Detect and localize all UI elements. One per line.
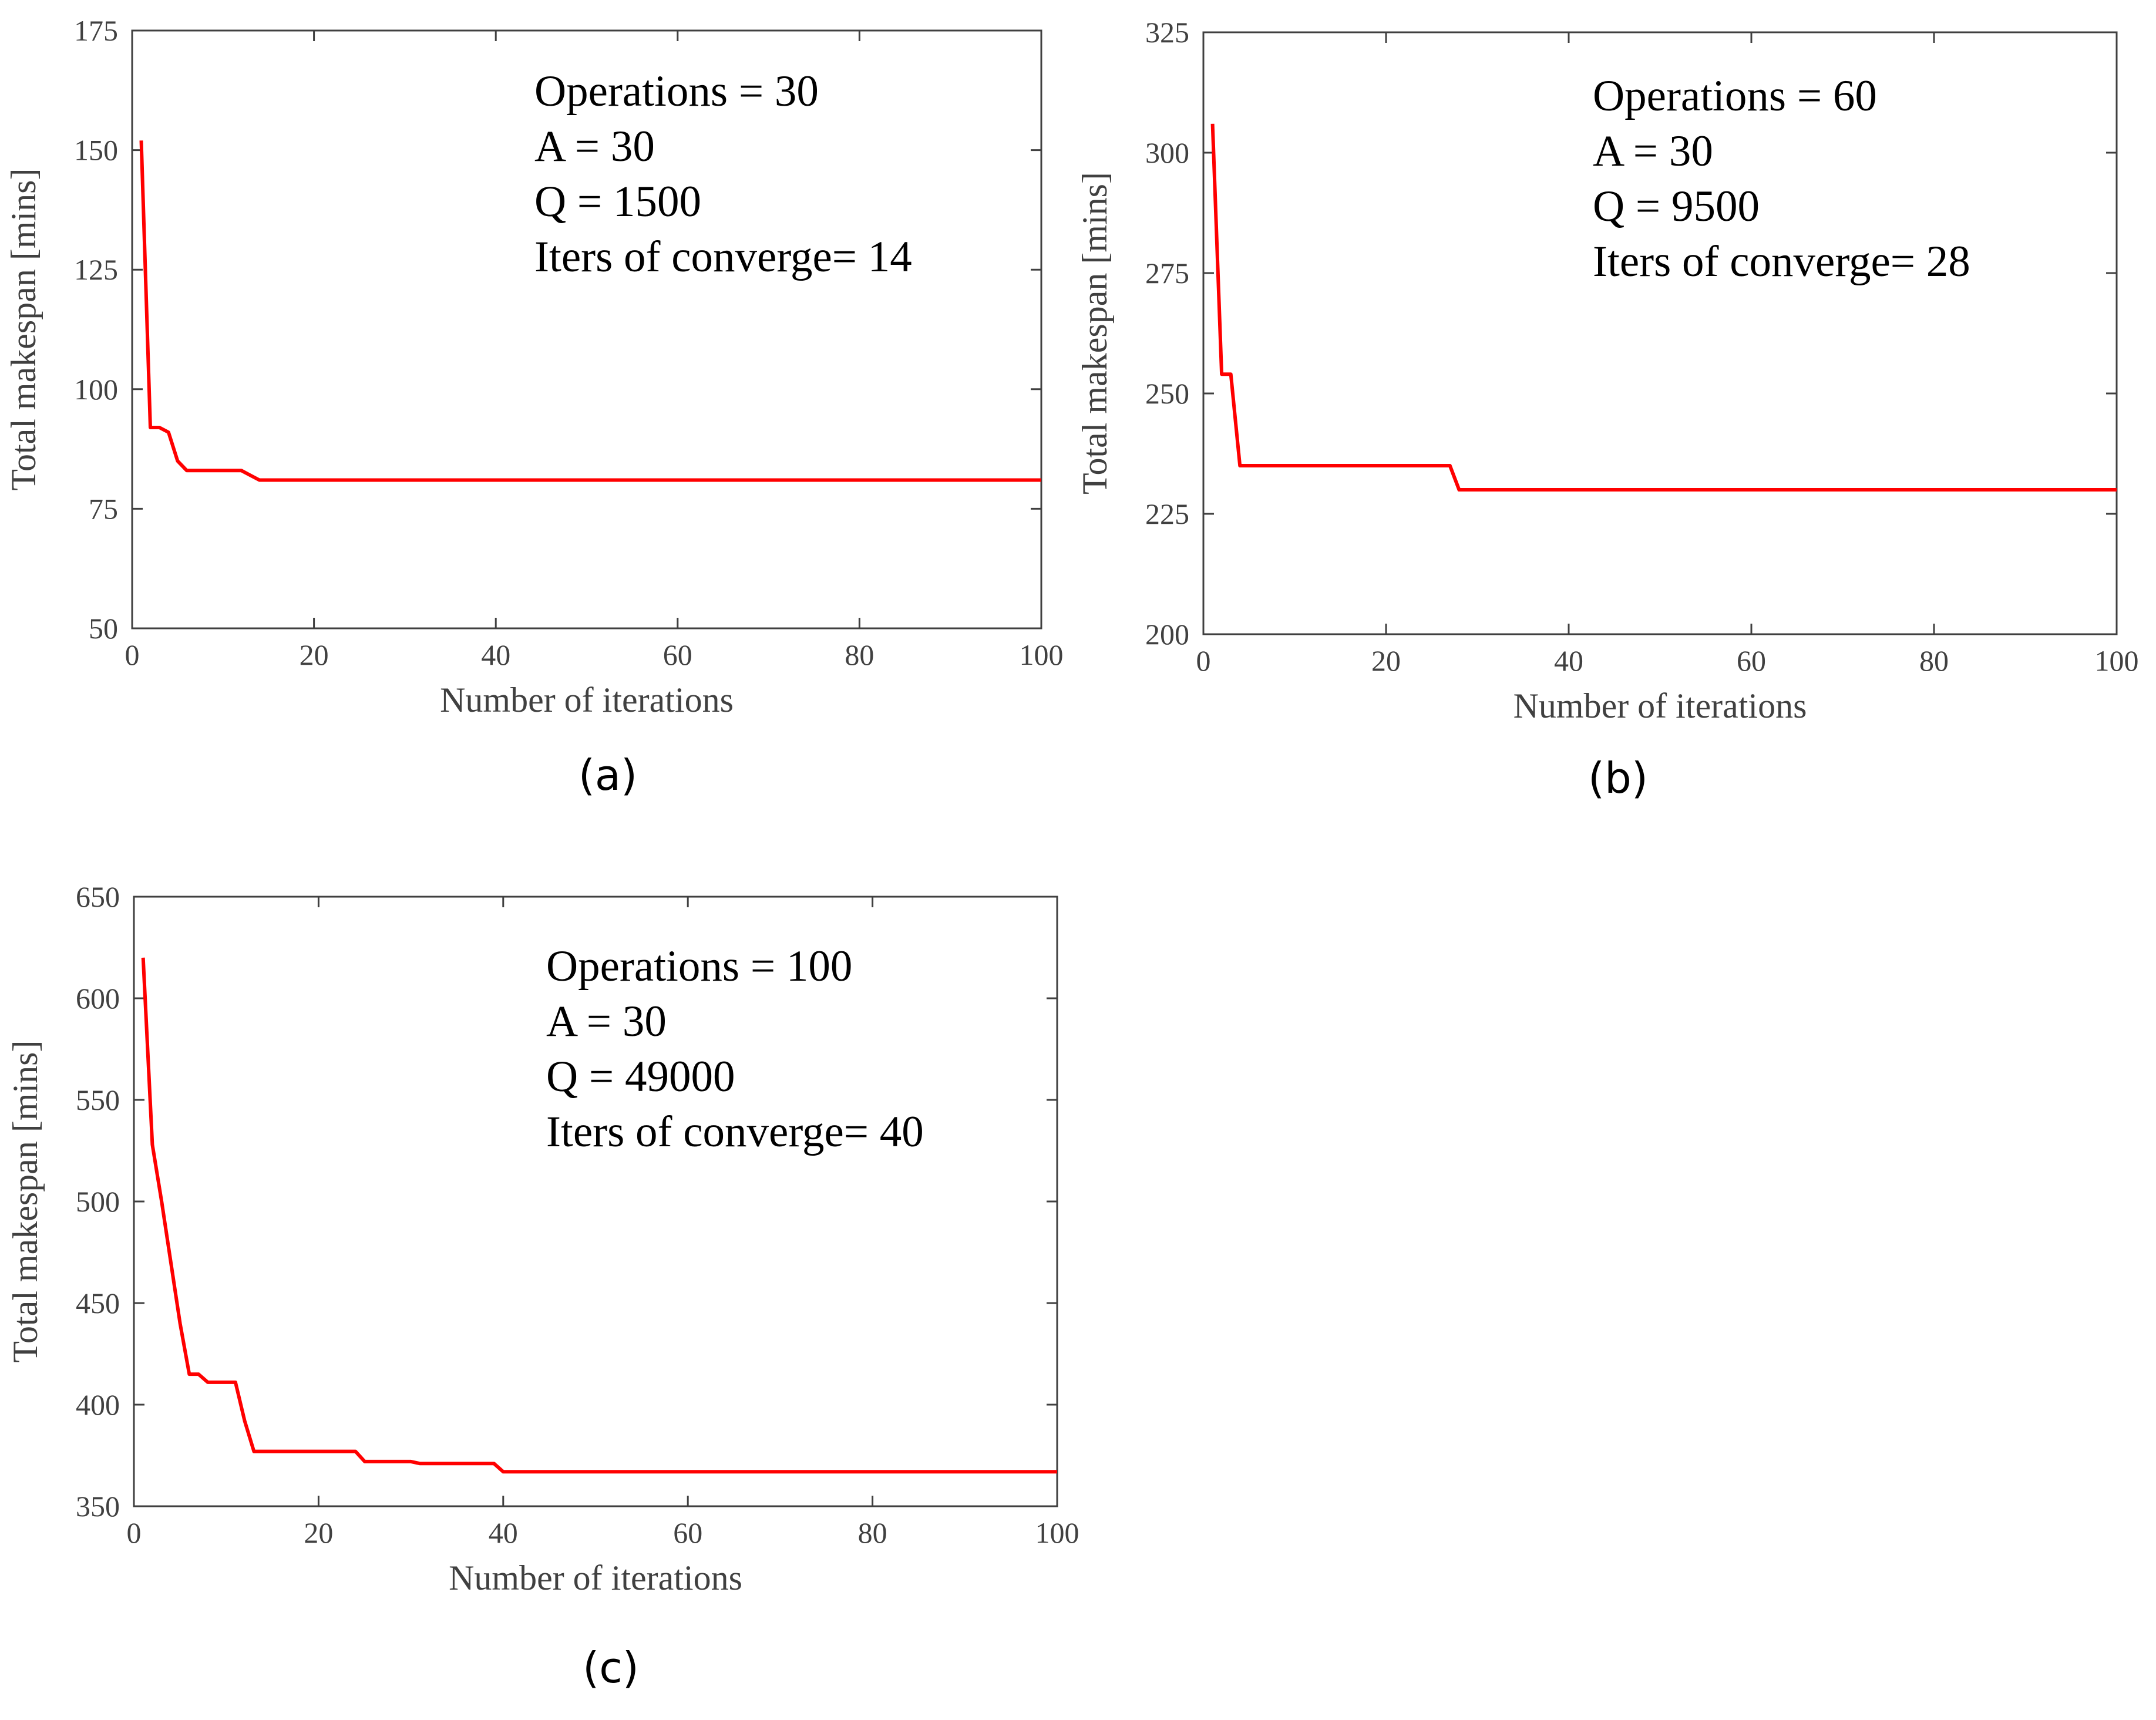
annotation-line: Operations = 60 (1593, 72, 1877, 120)
chart-panel-b: 0 20 40 60 80 100 200 225 250 275 300 325 Number of … (1075, 16, 2139, 803)
x-tick-label: 60 (663, 638, 692, 671)
x-axis-label: Number of iterations (1513, 686, 1807, 725)
annotation-line: A = 30 (546, 997, 667, 1046)
x-tick-label: 80 (845, 638, 874, 671)
y-tick-label: 150 (74, 134, 118, 167)
panel-caption: (b) (1588, 753, 1648, 803)
y-axis-label: Total makespan [mins] (1075, 172, 1114, 494)
annotation-line: A = 30 (1593, 127, 1713, 176)
y-tick-label: 600 (76, 982, 120, 1015)
y-tick-label: 400 (76, 1388, 120, 1421)
y-tick-label: 100 (74, 373, 118, 406)
annotation-line: Iters of converge= 14 (534, 233, 912, 281)
series-line-makespan (1213, 124, 2117, 490)
annotation-line: Q = 9500 (1593, 182, 1760, 231)
x-tick-label: 20 (1371, 644, 1401, 677)
x-tick-label: 20 (304, 1516, 333, 1549)
chart-panel-a: 0 20 40 60 80 100 50 75 100 125 150 175 Number of it… (4, 14, 1064, 800)
y-tick-label: 125 (74, 253, 118, 286)
x-tick-label: 80 (858, 1516, 887, 1549)
y-tick-label: 350 (76, 1490, 120, 1523)
annotation-line: Iters of converge= 28 (1593, 237, 1970, 286)
plot-frame (132, 31, 1041, 628)
x-tick-label: 60 (1737, 644, 1766, 677)
x-tick-label: 40 (1554, 644, 1583, 677)
y-tick-label: 50 (89, 612, 118, 645)
annotation-line: Q = 49000 (546, 1052, 735, 1101)
x-tick-label: 40 (489, 1516, 518, 1549)
x-tick-label: 20 (300, 638, 329, 671)
y-axis-label: Total makespan [mins] (6, 1041, 45, 1363)
x-tick-label: 100 (1020, 638, 1064, 671)
y-tick-label: 275 (1145, 257, 1189, 290)
x-tick-label: 0 (1196, 644, 1211, 677)
panel-caption: (a) (578, 750, 637, 800)
y-tick-label: 200 (1145, 618, 1189, 651)
y-tick-label: 175 (74, 14, 118, 47)
y-tick-label: 450 (76, 1287, 120, 1320)
y-tick-label: 75 (89, 492, 118, 525)
x-tick-label: 100 (2095, 644, 2139, 677)
x-tick-label: 80 (1919, 644, 1949, 677)
y-tick-label: 300 (1145, 136, 1189, 169)
chart-panel-c: 0 20 40 60 80 100 350 400 450 500 550 600 650 Number … (6, 880, 1079, 1692)
figure-canvas: 0 20 40 60 80 100 50 75 100 125 150 175 Number of it… (0, 0, 2156, 1720)
x-tick-label: 100 (1035, 1516, 1079, 1549)
y-tick-label: 250 (1145, 377, 1189, 410)
annotation-line: Operations = 30 (534, 67, 819, 116)
x-axis-label: Number of iterations (440, 681, 734, 719)
annotation-line: Iters of converge= 40 (546, 1108, 924, 1156)
x-tick-label: 0 (127, 1516, 142, 1549)
y-axis-label: Total makespan [mins] (4, 169, 43, 491)
annotation-line: Q = 1500 (534, 177, 701, 226)
annotation-line: Operations = 100 (546, 942, 852, 991)
y-tick-label: 500 (76, 1185, 120, 1218)
annotation-line: A = 30 (534, 122, 655, 171)
x-tick-label: 0 (125, 638, 140, 671)
plot-frame (1203, 32, 2117, 634)
x-tick-label: 40 (481, 638, 510, 671)
y-tick-label: 550 (76, 1083, 120, 1116)
y-tick-label: 650 (76, 880, 120, 913)
panel-caption: (c) (583, 1643, 639, 1692)
x-axis-label: Number of iterations (449, 1559, 742, 1597)
y-tick-label: 225 (1145, 497, 1189, 530)
y-tick-label: 325 (1145, 16, 1189, 49)
x-tick-label: 60 (673, 1516, 702, 1549)
